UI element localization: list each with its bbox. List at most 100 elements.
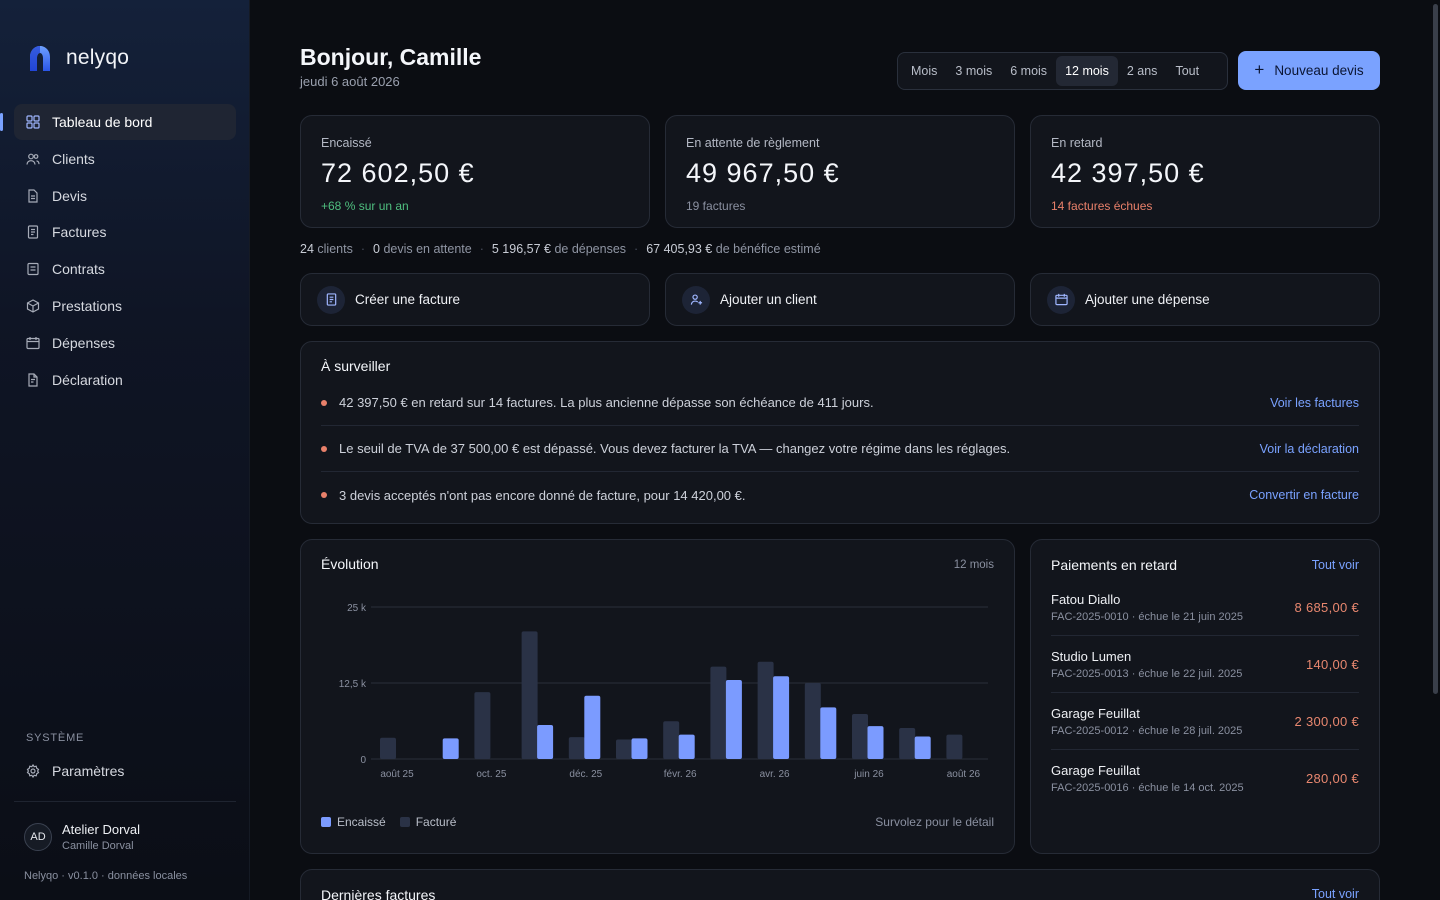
late-payment-row[interactable]: Fatou Diallo FAC-2025-0010 · échue le 21 … (1051, 579, 1359, 636)
create-invoice-button[interactable]: Créer une facture (300, 273, 650, 326)
clients-label: clients (317, 242, 353, 256)
plus-icon: + (1254, 60, 1265, 79)
alert-dot-icon (321, 445, 327, 452)
kpi-sub: +68 % sur un an (321, 199, 409, 213)
bar-encaisse (773, 676, 790, 759)
bar-facture (757, 661, 774, 759)
legend-facture: Facturé (399, 815, 457, 829)
wallet-icon (26, 336, 40, 350)
sidebar-item-devis[interactable]: Devis (14, 178, 236, 214)
sidebar-item-dashboard[interactable]: Tableau de bord (0, 104, 236, 140)
chart-legend: Encaissé Facturé (321, 815, 456, 829)
x-tick-label: août 26 (947, 769, 981, 780)
late-amount: 280,00 € (1305, 771, 1359, 786)
late-amount: 8 685,00 € (1294, 599, 1359, 615)
sidebar-item-depenses[interactable]: Dépenses (14, 325, 236, 361)
range-2-ans[interactable]: 2 ans (1126, 64, 1158, 78)
app-logo[interactable]: nelyqo (28, 45, 129, 71)
late-payment-row[interactable]: Garage Feuillat FAC-2025-0016 · échue le … (1051, 750, 1359, 807)
sidebar-item-prestations[interactable]: Prestations (14, 288, 236, 324)
sidebar-item-contrats[interactable]: Contrats (14, 251, 236, 287)
box-icon (26, 299, 40, 313)
new-quote-label: Nouveau devis (1274, 63, 1364, 78)
sidebar-item-declaration[interactable]: Déclaration (14, 362, 236, 398)
sidebar-item-clients[interactable]: Clients (14, 141, 236, 177)
x-tick-label: août 25 (380, 769, 414, 780)
avatar: AD (24, 823, 52, 851)
kpi-card-encaisse[interactable]: Encaissé 72 602,50 € +68 % sur un an (300, 115, 650, 228)
invoice-icon (317, 285, 345, 314)
add-user-icon (682, 285, 710, 314)
invoice-ref: FAC-2025-0013 · échue le 22 juil. 2025 (1051, 667, 1243, 680)
legend-label: Facturé (415, 815, 457, 829)
bar-encaisse (725, 679, 742, 759)
range-12-mois[interactable]: 12 mois (1056, 56, 1118, 86)
bar-facture (946, 734, 963, 759)
chart-hint: Survolez pour le détail (875, 815, 994, 829)
system-section-label: SYSTÈME (26, 732, 85, 744)
user-profile[interactable]: AD Atelier Dorval Camille Dorval (24, 822, 140, 852)
convert-invoice-link[interactable]: Convertir en facture (1249, 488, 1359, 502)
view-declaration-link[interactable]: Voir la déclaration (1259, 441, 1359, 456)
user-company: Atelier Dorval (62, 822, 141, 837)
kpi-label: En attente de règlement (686, 136, 820, 150)
legend-label: Encaissé (337, 815, 386, 829)
wallet-icon (1047, 285, 1075, 314)
bar-facture (380, 737, 396, 759)
evolution-chart[interactable]: 0 12,5 k 25 k août 25 oct. 25 déc. 25 févr. 26… (301, 540, 1016, 800)
watch-text: 3 devis acceptés n'ont pas encore donné … (339, 487, 746, 503)
range-mois[interactable]: Mois (911, 64, 938, 78)
range-tout[interactable]: Tout (1175, 64, 1200, 78)
page-scrollbar[interactable] (1433, 4, 1438, 694)
alert-dot-icon (321, 399, 327, 406)
kpi-card-attente[interactable]: En attente de règlement 49 967,50 € 19 f… (665, 115, 1015, 228)
y-tick-label: 0 (360, 755, 366, 766)
legend-swatch (399, 817, 410, 827)
late-payments-see-all[interactable]: Tout voir (1311, 558, 1359, 572)
main-nav: Tableau de bord Clients Devis Factures C… (0, 104, 236, 398)
new-quote-button[interactable]: + Nouveau devis (1238, 51, 1380, 90)
bar-facture (474, 692, 491, 759)
late-payment-row[interactable]: Garage Feuillat FAC-2025-0012 · échue le … (1051, 693, 1359, 750)
x-tick-label: févr. 26 (664, 769, 697, 780)
bar-encaisse (537, 724, 554, 759)
kpi-value: 72 602,50 € (321, 158, 475, 188)
recent-invoices-see-all[interactable]: Tout voir (1311, 887, 1359, 900)
sidebar-item-settings[interactable]: Paramètres (14, 753, 236, 789)
watch-item: 3 devis acceptés n'ont pas encore donné … (321, 472, 1359, 518)
bar-facture (663, 721, 680, 759)
add-expense-button[interactable]: Ajouter une dépense (1030, 273, 1380, 326)
declaration-icon (26, 372, 40, 387)
range-6-mois[interactable]: 6 mois (1010, 64, 1048, 78)
add-client-button[interactable]: Ajouter un client (665, 273, 1015, 326)
range-3-mois[interactable]: 3 mois (955, 64, 993, 78)
sidebar-item-factures[interactable]: Factures (14, 214, 236, 250)
invoice-ref: FAC-2025-0010 · échue le 21 juin 2025 (1051, 610, 1244, 623)
kpi-card-retard[interactable]: En retard 42 397,50 € 14 factures échues (1030, 115, 1380, 228)
watch-item: Le seuil de TVA de 37 500,00 € est dépas… (321, 426, 1359, 472)
watch-text: Le seuil de TVA de 37 500,00 € est dépas… (339, 441, 1011, 456)
y-tick-label: 12,5 k (339, 679, 367, 690)
recent-invoices-title: Dernières factures (321, 887, 436, 900)
invoice-ref: FAC-2025-0016 · échue le 14 oct. 2025 (1051, 782, 1244, 794)
clients-count: 24 (300, 242, 314, 256)
app-name: nelyqo (66, 46, 130, 69)
bar-encaisse (584, 695, 601, 759)
late-payment-row[interactable]: Studio Lumen FAC-2025-0013 · échue le 22 … (1051, 636, 1359, 693)
sidebar-item-label: Déclaration (52, 371, 123, 388)
sidebar-item-label: Paramètres (52, 763, 125, 779)
view-invoices-link[interactable]: Voir les factures (1270, 395, 1359, 410)
legend-encaisse: Encaissé (321, 815, 386, 829)
sidebar-item-label: Contrats (52, 261, 105, 278)
kpi-value: 42 397,50 € (1051, 158, 1205, 188)
legend-swatch (321, 817, 331, 827)
bar-encaisse (914, 736, 931, 759)
version-info: Nelyqo · v0.1.0 · données locales (24, 870, 188, 882)
separator: · (360, 242, 365, 256)
current-date: jeudi 6 août 2026 (300, 74, 400, 89)
period-selector: Mois 3 mois 6 mois 12 mois 2 ans Tout (897, 52, 1228, 90)
invoice-ref: FAC-2025-0012 · échue le 28 juil. 2025 (1051, 724, 1243, 737)
bar-facture (852, 714, 868, 759)
separator: · (634, 242, 639, 256)
sidebar-item-label: Dépenses (52, 334, 116, 351)
